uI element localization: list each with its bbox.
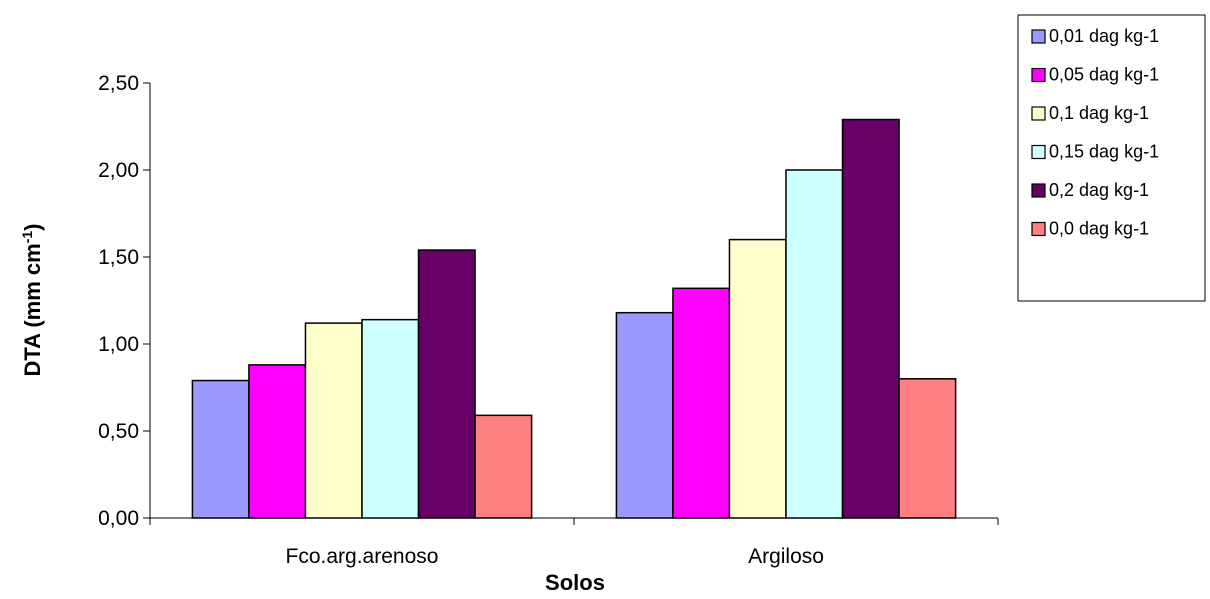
bar — [785, 169, 844, 519]
bar — [361, 318, 420, 519]
x-axis: Fco.arg.arenoso Argiloso — [149, 517, 999, 568]
bar — [672, 287, 731, 519]
legend-label: 0,1 dag kg-1 — [1049, 103, 1149, 123]
bar — [474, 414, 533, 519]
legend-swatch — [1031, 183, 1046, 198]
bar — [841, 118, 900, 519]
y-axis: 0,00 0,50 1,00 1,50 2,00 2,50 — [98, 72, 151, 530]
y-axis-title-sup: -1 — [19, 231, 35, 244]
legend-label: 0,01 dag kg-1 — [1049, 26, 1159, 46]
plot-area — [191, 118, 957, 519]
y-axis-title-close: ) — [20, 223, 45, 230]
bar — [615, 311, 674, 519]
bar — [417, 249, 476, 519]
legend-items: 0,01 dag kg-1 0,05 dag kg-1 0,1 dag kg-1 0,… — [1031, 26, 1159, 239]
bar — [898, 378, 957, 519]
y-tick-label: 0,50 — [98, 420, 139, 443]
x-tick-label: Argiloso — [748, 545, 824, 568]
legend-swatch — [1031, 221, 1046, 237]
bar — [728, 238, 787, 519]
legend-swatch — [1031, 106, 1046, 121]
legend-swatch — [1031, 29, 1046, 44]
y-axis-title-main: DTA (mm cm — [20, 243, 45, 376]
legend-frame — [1017, 14, 1206, 302]
y-tick-label: 2,00 — [98, 159, 139, 182]
bar — [248, 364, 307, 519]
bar — [304, 322, 363, 519]
x-tick-label: Fco.arg.arenoso — [286, 545, 439, 568]
legend-label: 0,2 dag kg-1 — [1049, 180, 1149, 200]
legend-label: 0,05 dag kg-1 — [1049, 65, 1159, 85]
y-tick-label: 0,00 — [98, 507, 139, 530]
y-tick-label: 2,50 — [98, 72, 139, 95]
y-axis-title: DTA (mm cm-1) — [19, 223, 45, 376]
legend-swatch — [1031, 67, 1046, 83]
x-axis-title: Solos — [545, 570, 605, 595]
legend-label: 0,0 dag kg-1 — [1049, 219, 1149, 239]
legend: 0,01 dag kg-1 0,05 dag kg-1 0,1 dag kg-1 0,… — [1017, 14, 1206, 302]
legend-label: 0,15 dag kg-1 — [1049, 142, 1159, 162]
y-tick-label: 1,50 — [98, 246, 139, 269]
bar — [191, 379, 250, 519]
y-tick-label: 1,00 — [98, 333, 139, 356]
legend-swatch — [1031, 144, 1046, 160]
